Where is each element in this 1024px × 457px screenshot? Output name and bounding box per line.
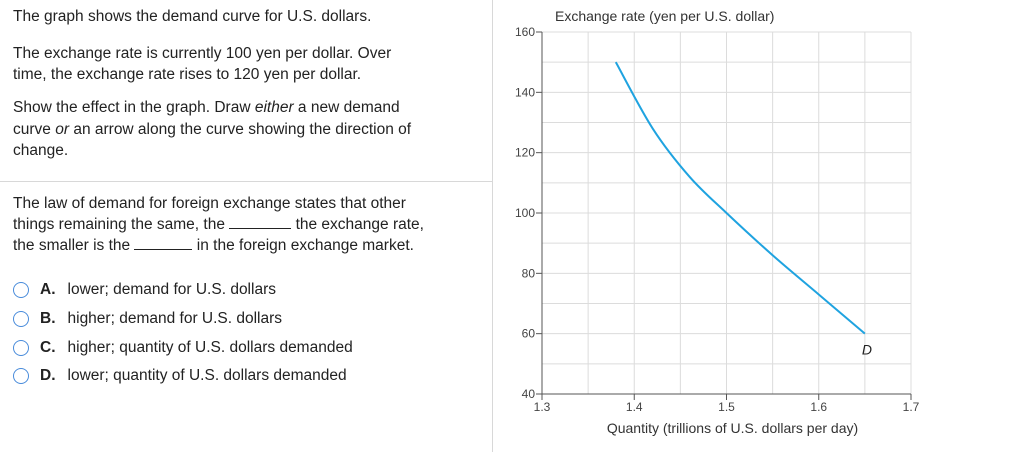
y-tick-label: 40 — [522, 387, 536, 401]
instruction-text: an arrow along the curve showing the dir… — [69, 121, 412, 138]
x-axis-label: Quantity (trillions of U.S. dollars per … — [607, 420, 858, 436]
demand-curve[interactable] — [614, 61, 866, 335]
law-text: things remaining the same, the — [13, 216, 225, 233]
blank-2 — [134, 235, 193, 250]
instruction-text: Show the effect in the graph. Draw — [13, 99, 255, 116]
section-divider — [0, 181, 492, 182]
x-tick-label: 1.7 — [903, 400, 920, 414]
graph-panel[interactable]: 40 60 80 100 120 140 160 1.3 1.4 1.5 1.6 1.7 D Exch… — [493, 0, 1024, 452]
y-tick-label: 160 — [515, 25, 535, 39]
law-line-2: things remaining the same, the the excha… — [13, 214, 424, 235]
law-text: the exchange rate, — [295, 216, 424, 233]
choice-text[interactable]: higher; demand for U.S. dollars — [67, 310, 283, 327]
choice-letter: A. — [40, 281, 56, 298]
instruction-text: a new demand — [293, 99, 400, 116]
choice-c[interactable]: C. higher; quantity of U.S. dollars dema… — [13, 337, 353, 359]
choice-text[interactable]: lower; quantity of U.S. dollars demanded — [67, 367, 347, 384]
instruction-text: curve — [13, 121, 56, 138]
y-tick-label: 60 — [522, 327, 536, 341]
demand-graph[interactable]: 40 60 80 100 120 140 160 1.3 1.4 1.5 1.6 1.7 D Exch… — [493, 0, 1024, 452]
instruction-emphasis: either — [254, 99, 294, 116]
choice-letter: B. — [40, 310, 56, 327]
y-tick-label: 100 — [515, 206, 535, 220]
x-tick-label: 1.4 — [626, 400, 643, 414]
choice-a[interactable]: A. lower; demand for U.S. dollars — [13, 279, 276, 301]
y-tick-label: 120 — [515, 146, 535, 160]
instruction-line-2: curve or an arrow along the curve showin… — [13, 119, 411, 140]
choice-b[interactable]: B. higher; demand for U.S. dollars — [13, 308, 282, 330]
law-text: in the foreign exchange market. — [196, 237, 414, 254]
radio-button[interactable] — [13, 368, 29, 384]
radio-button[interactable] — [13, 282, 29, 298]
intro-text: The graph shows the demand curve for U.S… — [13, 8, 372, 25]
x-tick-label: 1.6 — [810, 400, 827, 414]
scenario-line-1: The exchange rate is currently 100 yen p… — [13, 45, 392, 62]
law-text: the smaller is the — [13, 237, 131, 254]
choice-d[interactable]: D. lower; quantity of U.S. dollars deman… — [13, 365, 347, 387]
choice-text[interactable]: higher; quantity of U.S. dollars demande… — [67, 339, 353, 356]
law-line-3: the smaller is the in the foreign exchan… — [13, 235, 414, 256]
instruction-line-1: Show the effect in the graph. Draw eithe… — [13, 97, 400, 118]
blank-1 — [229, 214, 292, 229]
law-line-1: The law of demand for foreign exchange s… — [13, 195, 406, 212]
x-tick-label: 1.3 — [534, 400, 551, 414]
instruction-emphasis: or — [55, 121, 70, 138]
choice-letter: D. — [40, 367, 56, 384]
instruction-line-3: change. — [13, 142, 69, 159]
panel-divider — [492, 0, 493, 452]
y-axis-label: Exchange rate (yen per U.S. dollar) — [555, 8, 774, 24]
x-tick-label: 1.5 — [718, 400, 735, 414]
radio-button[interactable] — [13, 340, 29, 356]
choice-letter: C. — [40, 339, 56, 356]
choice-text[interactable]: lower; demand for U.S. dollars — [67, 281, 276, 298]
tick-labels: 40 60 80 100 120 140 160 1.3 1.4 1.5 1.6 1.7 — [515, 25, 920, 414]
y-tick-label: 140 — [515, 85, 535, 99]
scenario-line-2: time, the exchange rate rises to 120 yen… — [13, 66, 362, 83]
y-tick-label: 80 — [522, 266, 536, 280]
curve-label-d: D — [862, 342, 872, 358]
radio-button[interactable] — [13, 311, 29, 327]
question-panel: The graph shows the demand curve for U.S… — [0, 0, 492, 452]
